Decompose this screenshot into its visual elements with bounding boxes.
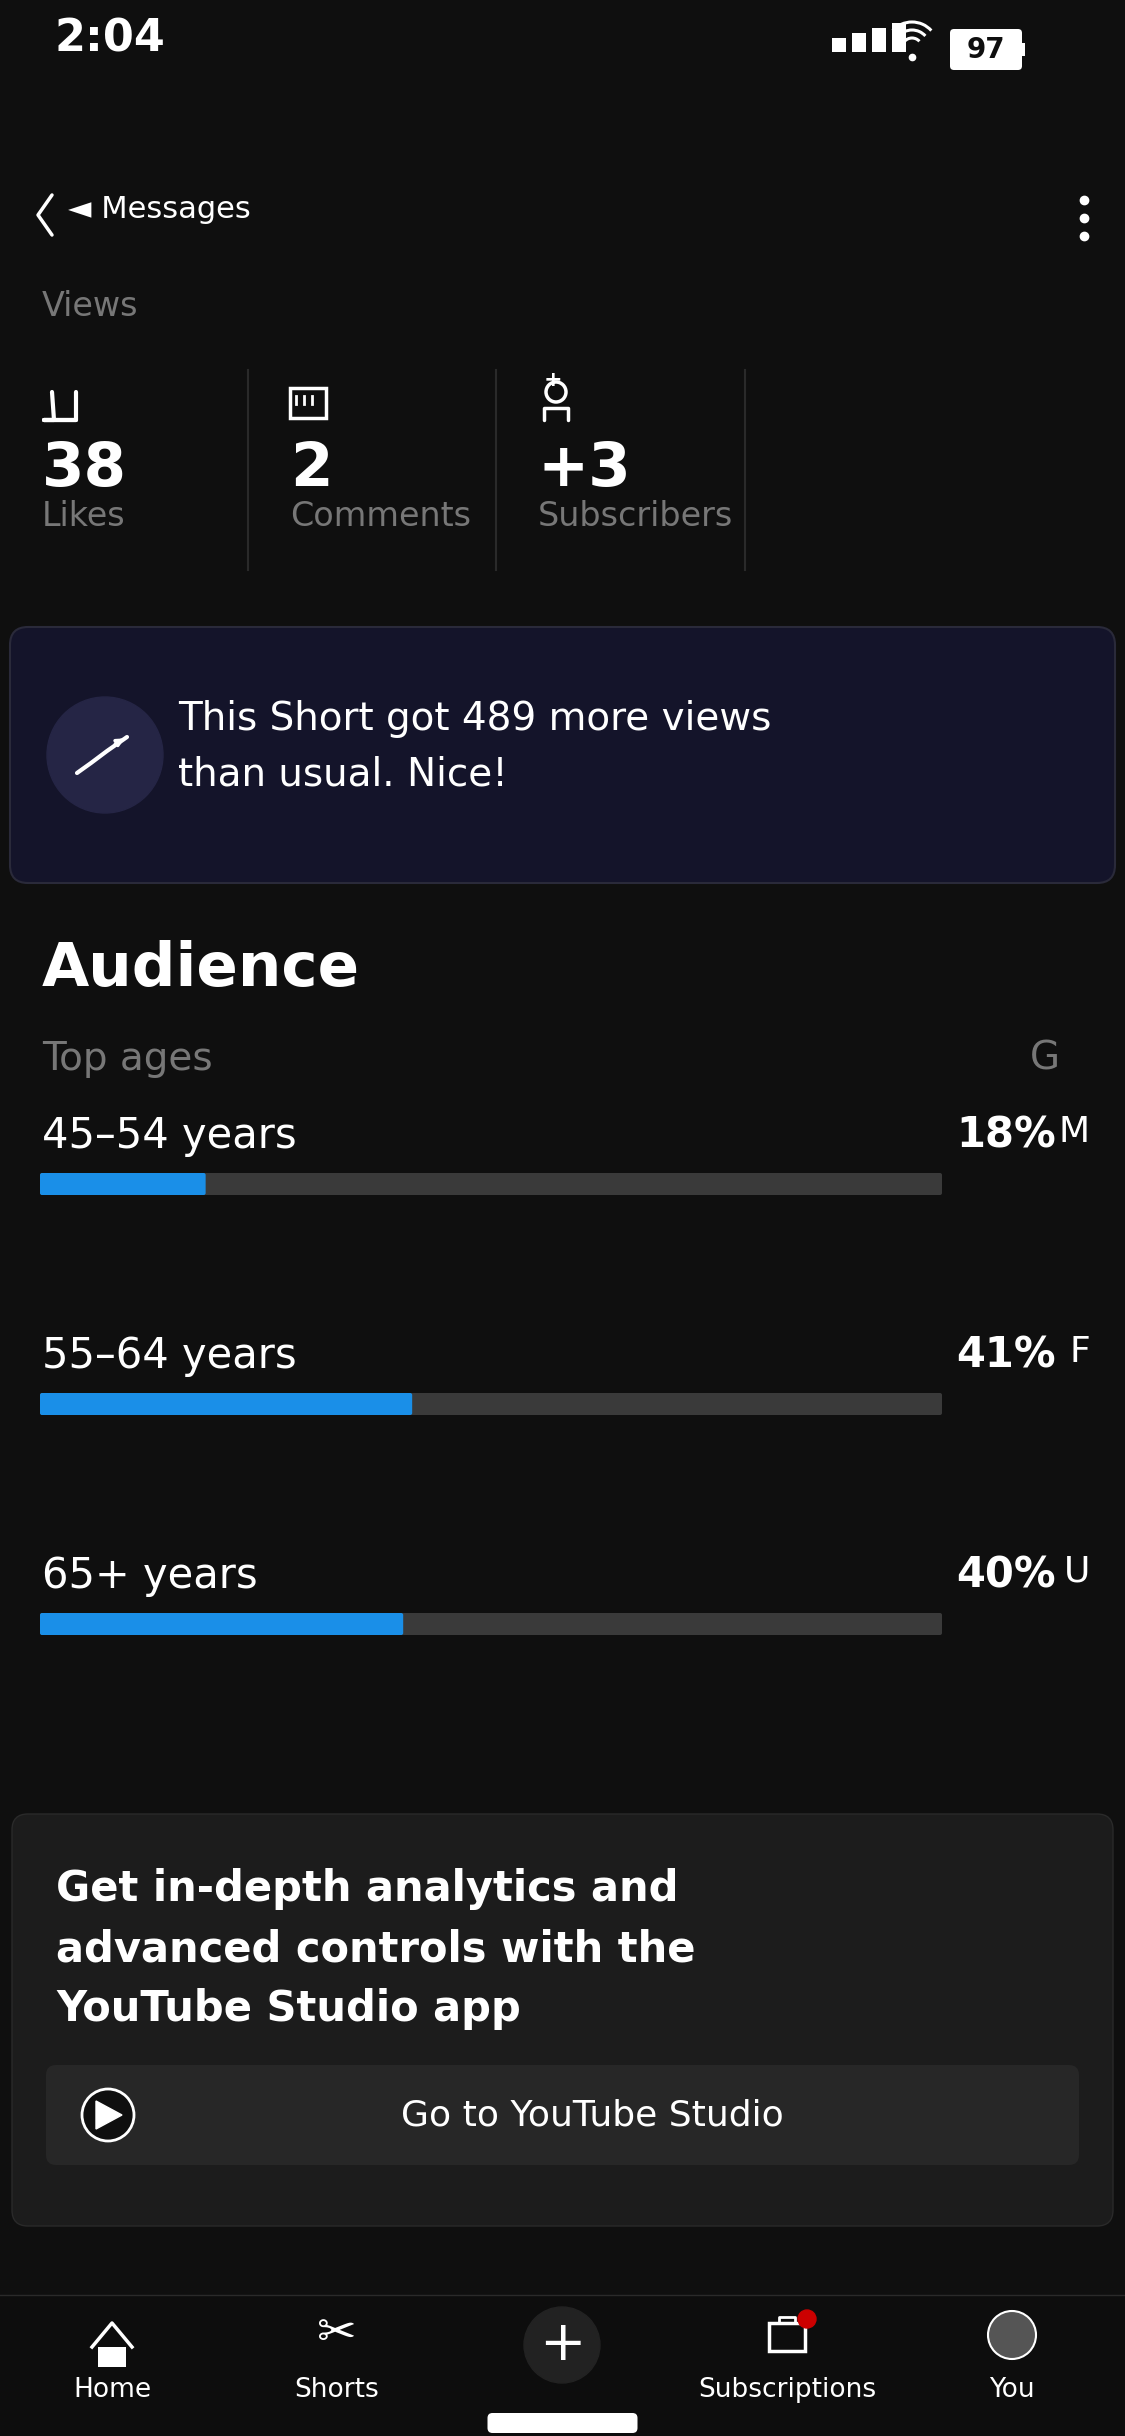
FancyBboxPatch shape [40,1174,942,1196]
Bar [1018,44,1025,56]
Text: +: + [539,2319,585,2373]
Text: Top ages: Top ages [42,1040,213,1079]
FancyBboxPatch shape [40,1613,403,1635]
Text: than usual. Nice!: than usual. Nice! [178,755,507,794]
FancyBboxPatch shape [40,1393,942,1415]
Circle shape [988,2312,1036,2358]
Text: 18%: 18% [956,1116,1055,1157]
Text: advanced controls with the: advanced controls with the [56,1927,695,1971]
FancyBboxPatch shape [40,1613,942,1635]
Text: Likes: Likes [42,499,126,533]
Text: 55–64 years: 55–64 years [42,1335,297,1376]
Text: 2:04: 2:04 [55,17,165,61]
Text: Subscribers: Subscribers [538,499,734,533]
FancyBboxPatch shape [10,626,1115,882]
FancyBboxPatch shape [487,2414,638,2434]
Circle shape [798,2309,816,2329]
Bar [852,34,866,51]
FancyBboxPatch shape [46,2066,1079,2166]
Text: 40%: 40% [956,1554,1055,1598]
Circle shape [524,2307,600,2382]
Text: 97: 97 [966,37,1006,63]
Text: YouTube Studio app: YouTube Studio app [56,1988,521,2029]
Text: Audience: Audience [42,940,360,999]
Text: Get in-depth analytics and: Get in-depth analytics and [56,1868,678,1910]
Text: Shorts: Shorts [295,2378,379,2402]
Text: Comments: Comments [290,499,471,533]
Text: Home: Home [73,2378,151,2402]
Text: U: U [1063,1554,1090,1588]
Text: 2: 2 [290,441,333,499]
Text: 41%: 41% [956,1335,1055,1376]
Text: Subscriptions: Subscriptions [698,2378,876,2402]
Circle shape [47,697,163,814]
Text: You: You [989,2378,1035,2402]
FancyBboxPatch shape [950,29,1022,71]
Bar [832,39,846,51]
FancyBboxPatch shape [12,1815,1113,2227]
Bar [892,22,906,51]
Text: M: M [1059,1116,1090,1150]
Bar [290,387,326,419]
Bar [770,2324,806,2351]
Text: ✂: ✂ [317,2312,357,2358]
Text: F: F [1069,1335,1090,1369]
FancyBboxPatch shape [40,1393,412,1415]
Text: This Short got 489 more views: This Short got 489 more views [178,699,772,738]
Text: ◄ Messages: ◄ Messages [68,195,251,224]
Text: 45–54 years: 45–54 years [42,1116,297,1157]
Circle shape [82,2090,134,2141]
Text: Views: Views [42,290,138,324]
Bar [872,27,886,51]
Text: Go to YouTube Studio: Go to YouTube Studio [402,2097,784,2132]
Text: G: G [1029,1040,1060,1079]
Text: 38: 38 [42,441,127,499]
Text: +: + [544,370,562,390]
Polygon shape [96,2100,122,2129]
Text: 65+ years: 65+ years [42,1554,258,1598]
Text: +3: +3 [538,441,632,499]
FancyBboxPatch shape [40,1174,206,1196]
Bar [98,2346,126,2368]
Bar [0,2295,1125,2436]
